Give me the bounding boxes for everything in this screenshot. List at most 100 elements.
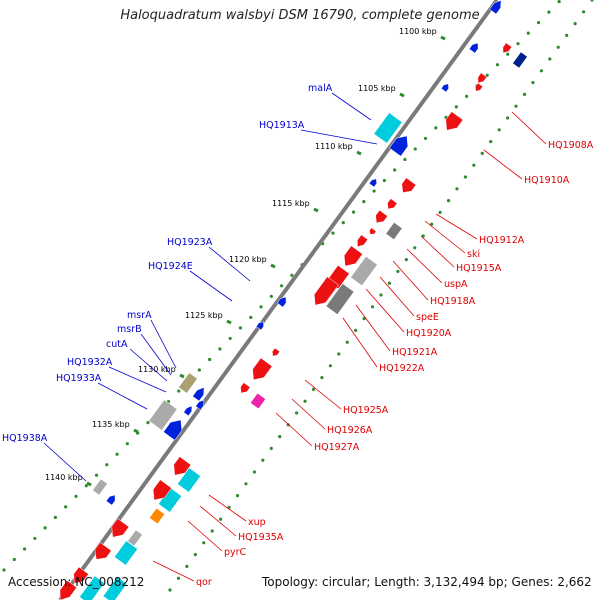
forward-gene-block bbox=[192, 386, 205, 402]
outer-tick-dot bbox=[331, 231, 335, 235]
outer-tick-dot bbox=[434, 126, 438, 130]
reverse-gene-label: HQ1925A bbox=[343, 405, 389, 416]
reverse-gene-label: xup bbox=[248, 517, 266, 528]
genes-value: 2,662 bbox=[557, 575, 592, 589]
outer-tick-dot bbox=[413, 147, 417, 151]
reverse-gene-label: HQ1922A bbox=[379, 363, 425, 374]
forward-gene-block bbox=[440, 83, 449, 93]
forward-gene-block bbox=[373, 112, 403, 144]
forward-gene-block bbox=[368, 178, 377, 188]
outer-tick-dot bbox=[506, 52, 510, 56]
outer-tick-dot bbox=[84, 484, 88, 488]
reverse-label-leader bbox=[420, 235, 455, 268]
reverse-label-leader bbox=[291, 398, 326, 430]
reverse-label-leader bbox=[379, 276, 415, 317]
reverse-gene-block bbox=[369, 227, 377, 235]
kbp-label: 1115 kbp bbox=[272, 199, 310, 208]
forward-gene-block bbox=[177, 467, 201, 493]
inner-tick-dot bbox=[303, 399, 307, 403]
reverse-gene-block bbox=[385, 222, 403, 240]
reverse-gene-block bbox=[102, 576, 128, 600]
genome-stats: Topology: circular; Length: 3,132,494 bp… bbox=[262, 575, 592, 589]
reverse-label-leader bbox=[342, 317, 378, 368]
length-value: 3,132,494 bp bbox=[423, 575, 504, 589]
outer-tick-dot bbox=[341, 221, 345, 225]
kbp-label: 1105 kbp bbox=[358, 84, 396, 93]
forward-gene-label: cutA bbox=[106, 339, 128, 350]
reverse-gene-block bbox=[59, 580, 78, 600]
forward-label-leader bbox=[331, 92, 372, 121]
inner-tick-dot bbox=[269, 446, 273, 450]
outer-tick-dot bbox=[465, 94, 469, 98]
outer-tick-dot bbox=[547, 10, 551, 14]
kbp-label: 1140 kbp bbox=[45, 473, 83, 482]
forward-gene-block bbox=[489, 0, 502, 15]
outer-tick-dot bbox=[516, 42, 520, 46]
inner-tick-dot bbox=[261, 458, 265, 462]
outer-tick-dot bbox=[228, 336, 232, 341]
reverse-label-leader bbox=[152, 560, 195, 582]
inner-tick-dot bbox=[489, 140, 493, 144]
outer-tick-dot bbox=[279, 284, 284, 288]
reverse-label-leader bbox=[275, 412, 313, 447]
reverse-gene-block bbox=[152, 479, 172, 501]
length-label: Length: bbox=[374, 575, 420, 589]
forward-label-leader bbox=[43, 442, 87, 482]
inner-tick-dot bbox=[311, 387, 316, 391]
inner-tick-dot bbox=[590, 0, 594, 2]
forward-gene-label: HQ1933A bbox=[56, 373, 102, 384]
inner-tick-dot bbox=[185, 564, 189, 569]
outer-tick-dot bbox=[53, 515, 58, 519]
inner-tick-dot bbox=[219, 517, 223, 521]
inner-tick-dot bbox=[370, 305, 375, 309]
reverse-gene-block bbox=[475, 82, 484, 92]
inner-tick-dot bbox=[514, 104, 518, 108]
outer-tick-dot bbox=[115, 452, 119, 456]
reverse-gene-label: speE bbox=[416, 312, 439, 323]
inner-tick-dot bbox=[210, 529, 214, 533]
forward-gene-label: HQ1923A bbox=[167, 237, 213, 248]
inner-tick-dot bbox=[235, 494, 240, 498]
kbp-tick bbox=[86, 481, 92, 487]
forward-gene-label: msrA bbox=[127, 310, 152, 321]
inner-tick-dot bbox=[328, 364, 332, 368]
reverse-gene-block bbox=[250, 392, 266, 410]
outer-tick-dot bbox=[290, 273, 294, 277]
reverse-gene-block bbox=[313, 276, 339, 306]
forward-gene-block bbox=[183, 405, 193, 417]
forward-gene-label: HQ1932A bbox=[67, 357, 113, 368]
inner-tick-dot bbox=[522, 92, 527, 96]
outer-tick-dot bbox=[208, 357, 212, 362]
reverse-gene-block bbox=[240, 382, 251, 394]
kbp-tick bbox=[356, 150, 362, 156]
outer-tick-dot bbox=[43, 526, 47, 530]
genes-label: Genes: bbox=[511, 575, 554, 589]
forward-label-leader bbox=[97, 382, 148, 410]
inner-tick-dot bbox=[446, 199, 451, 203]
reverse-gene-label: uspA bbox=[444, 279, 468, 290]
inner-tick-dot bbox=[354, 328, 358, 332]
reverse-label-leader bbox=[208, 494, 247, 522]
reverse-gene-label: HQ1915A bbox=[456, 263, 502, 274]
reverse-gene-label: qor bbox=[196, 577, 212, 588]
inner-tick-dot bbox=[581, 10, 586, 14]
reverse-gene-block bbox=[343, 245, 363, 267]
inner-tick-dot bbox=[252, 470, 256, 474]
inner-tick-dot bbox=[548, 57, 552, 61]
outer-tick-dot bbox=[485, 73, 489, 77]
forward-label-leader bbox=[108, 366, 167, 393]
inner-tick-dot bbox=[278, 435, 282, 439]
forward-gene-block bbox=[79, 575, 105, 600]
outer-tick-dot bbox=[238, 326, 243, 330]
accession-value: NC_008212 bbox=[75, 575, 145, 589]
reverse-gene-block bbox=[350, 256, 378, 286]
inner-tick-dot bbox=[286, 423, 290, 427]
inner-tick-dot bbox=[379, 293, 383, 297]
outer-tick-dot bbox=[393, 168, 397, 172]
kbp-label: 1100 kbp bbox=[399, 27, 437, 36]
reverse-gene-block bbox=[325, 283, 355, 315]
inner-tick-dot bbox=[345, 340, 349, 344]
forward-gene-block bbox=[389, 135, 409, 157]
reverse-gene-block bbox=[94, 542, 112, 560]
reverse-gene-block bbox=[111, 518, 130, 538]
